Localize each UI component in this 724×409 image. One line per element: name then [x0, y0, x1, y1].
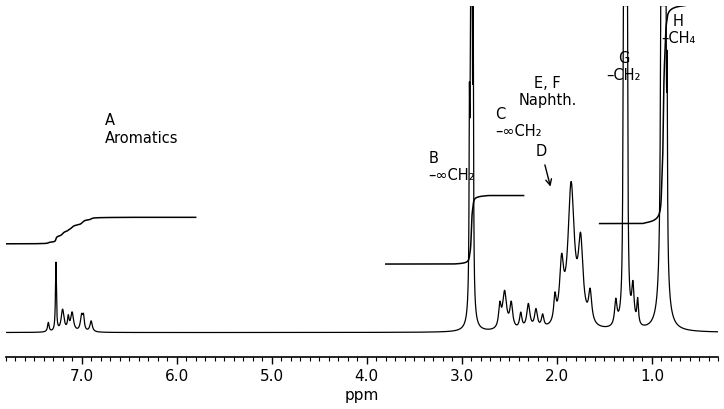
Text: D: D [536, 144, 552, 185]
Text: A
Aromatics: A Aromatics [106, 113, 179, 146]
Text: B
–∞CH₂: B –∞CH₂ [429, 151, 475, 183]
Text: H
–CH₄: H –CH₄ [662, 13, 696, 46]
X-axis label: ppm: ppm [345, 389, 379, 403]
Text: E, F
Naphth.: E, F Naphth. [518, 76, 576, 108]
Text: G
–CH₂: G –CH₂ [606, 51, 641, 83]
Text: C
–∞CH₂: C –∞CH₂ [495, 107, 542, 139]
